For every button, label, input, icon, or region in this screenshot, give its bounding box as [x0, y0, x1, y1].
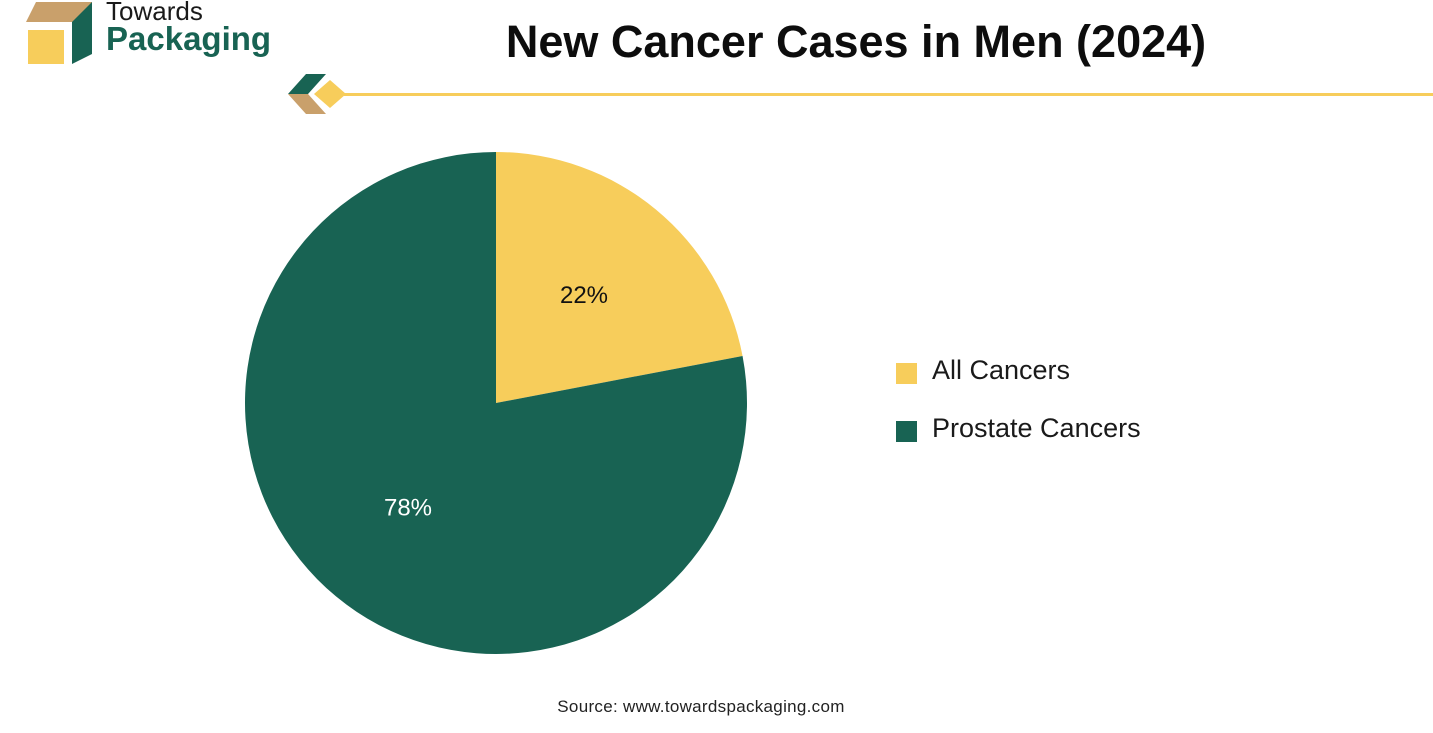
legend-swatch-all-cancers	[896, 363, 917, 384]
brand-name-line1: Towards	[106, 0, 203, 26]
divider-arrow-icon	[288, 74, 1433, 114]
source-note: Source: www.towardspackaging.com	[557, 697, 845, 716]
chart-title: New Cancer Cases in Men (2024)	[505, 16, 1207, 67]
legend-label-prostate-cancers: Prostate Cancers	[932, 413, 1141, 443]
data-label-all-cancers: 22%	[560, 282, 608, 309]
pie-slice-all-cancers	[496, 152, 743, 403]
pie-slice-prostate-cancers	[245, 152, 747, 654]
brand-logo: Towards Packaging	[26, 0, 286, 70]
data-label-prostate-cancers: 78%	[384, 495, 432, 522]
legend-swatch-prostate-cancers	[896, 421, 917, 442]
box-logo-icon	[26, 2, 92, 64]
legend-label-all-cancers: All Cancers	[932, 355, 1071, 385]
brand-name-line2: Packaging	[106, 20, 272, 57]
